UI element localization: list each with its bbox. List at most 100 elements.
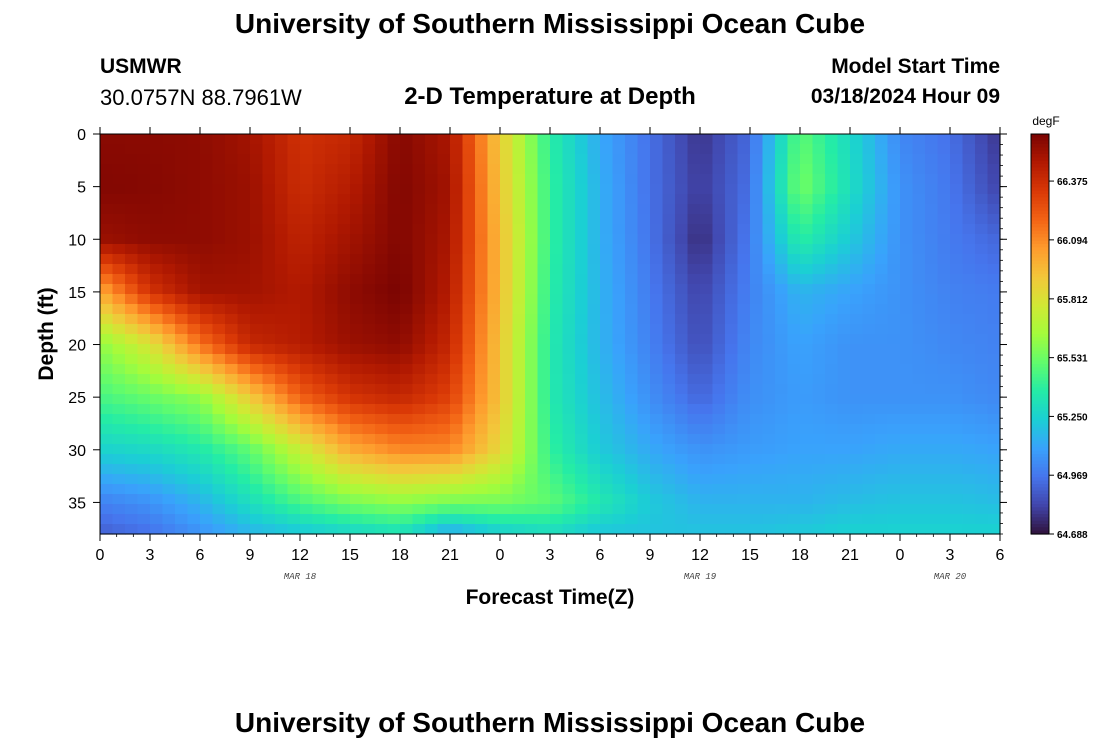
heatmap-cell	[925, 234, 939, 245]
heatmap-cell	[225, 404, 239, 415]
heatmap-cell	[262, 294, 276, 305]
heatmap-cell	[475, 314, 489, 325]
heatmap-cell	[262, 424, 276, 435]
heatmap-cell	[862, 384, 876, 395]
heatmap-cell	[975, 484, 989, 495]
heatmap-cell	[275, 264, 289, 275]
heatmap-cell	[250, 324, 264, 335]
heatmap-cell	[725, 314, 739, 325]
heatmap-cell	[112, 214, 126, 225]
heatmap-cell	[812, 134, 826, 145]
heatmap-cell	[687, 264, 701, 275]
heatmap-cell	[825, 394, 839, 405]
heatmap-cell	[725, 334, 739, 345]
heatmap-cell	[100, 214, 114, 225]
heatmap-cell	[162, 394, 176, 405]
x-tick-label: 9	[246, 547, 255, 564]
heatmap-cell	[900, 504, 914, 515]
heatmap-cell	[437, 224, 451, 235]
heatmap-cell	[362, 384, 376, 395]
heatmap-cell	[450, 184, 464, 195]
heatmap-cell	[962, 374, 976, 385]
heatmap-cell	[825, 274, 839, 285]
heatmap-cell	[775, 514, 789, 525]
heatmap-cell	[600, 174, 614, 185]
heatmap-cell	[687, 504, 701, 515]
heatmap-cell	[450, 354, 464, 365]
heatmap-cell	[800, 444, 814, 455]
x-day-label: MAR 18	[284, 572, 317, 582]
heatmap-cell	[875, 514, 889, 525]
heatmap-cell	[750, 244, 764, 255]
heatmap-cell	[425, 294, 439, 305]
heatmap-cell	[512, 314, 526, 325]
heatmap-cell	[687, 164, 701, 175]
heatmap-cell	[412, 284, 426, 295]
heatmap-cell	[600, 474, 614, 485]
heatmap-cell	[700, 434, 714, 445]
heatmap-cell	[400, 404, 414, 415]
heatmap-cell	[662, 204, 676, 215]
heatmap-cell	[950, 434, 964, 445]
heatmap-cell	[100, 134, 114, 145]
heatmap-cell	[287, 384, 301, 395]
heatmap-cell	[487, 364, 501, 375]
heatmap-cell	[325, 304, 339, 315]
heatmap-cell	[987, 394, 1001, 405]
heatmap-cell	[762, 364, 776, 375]
heatmap-cell	[987, 264, 1001, 275]
heatmap-cell	[687, 184, 701, 195]
heatmap-cell	[237, 514, 251, 525]
heatmap-cell	[350, 164, 364, 175]
heatmap-cell	[187, 444, 201, 455]
heatmap-cell	[750, 274, 764, 285]
y-tick-label: 5	[77, 180, 86, 197]
heatmap-cell	[337, 514, 351, 525]
heatmap-cell	[512, 354, 526, 365]
heatmap-cell	[950, 254, 964, 265]
heatmap-cell	[462, 364, 476, 375]
heatmap-cell	[612, 304, 626, 315]
heatmap-cell	[975, 424, 989, 435]
heatmap-cell	[225, 314, 239, 325]
heatmap-cell	[437, 524, 451, 535]
heatmap-cell	[537, 284, 551, 295]
heatmap-cell	[862, 194, 876, 205]
heatmap-cell	[937, 524, 951, 535]
heatmap-cell	[725, 394, 739, 405]
heatmap-cell	[875, 284, 889, 295]
heatmap-cell	[900, 404, 914, 415]
heatmap-cell	[725, 484, 739, 495]
heatmap-cell	[337, 204, 351, 215]
heatmap-cell	[375, 224, 389, 235]
heatmap-cell	[725, 354, 739, 365]
heatmap-cell	[475, 354, 489, 365]
heatmap-cell	[900, 444, 914, 455]
heatmap-cell	[437, 264, 451, 275]
heatmap-cell	[150, 354, 164, 365]
heatmap-cell	[612, 234, 626, 245]
heatmap-cell	[962, 324, 976, 335]
heatmap-cell	[187, 234, 201, 245]
heatmap-cell	[200, 484, 214, 495]
y-axis-title: Depth (ft)	[35, 287, 58, 380]
heatmap-cell	[300, 314, 314, 325]
heatmap-cell	[350, 464, 364, 475]
colorbar-segment	[1031, 480, 1049, 485]
heatmap-cell	[225, 284, 239, 295]
heatmap-cell	[887, 364, 901, 375]
heatmap-cell	[525, 244, 539, 255]
heatmap-cell	[500, 524, 514, 535]
heatmap-cell	[400, 324, 414, 335]
heatmap-cell	[425, 424, 439, 435]
heatmap-cell	[612, 214, 626, 225]
heatmap-cell	[200, 304, 214, 315]
heatmap-cell	[650, 184, 664, 195]
heatmap-cell	[437, 294, 451, 305]
heatmap-cell	[187, 464, 201, 475]
heatmap-cell	[975, 274, 989, 285]
heatmap-cell	[475, 254, 489, 265]
heatmap-cell	[450, 504, 464, 515]
heatmap-cell	[537, 474, 551, 485]
heatmap-cell	[537, 224, 551, 235]
